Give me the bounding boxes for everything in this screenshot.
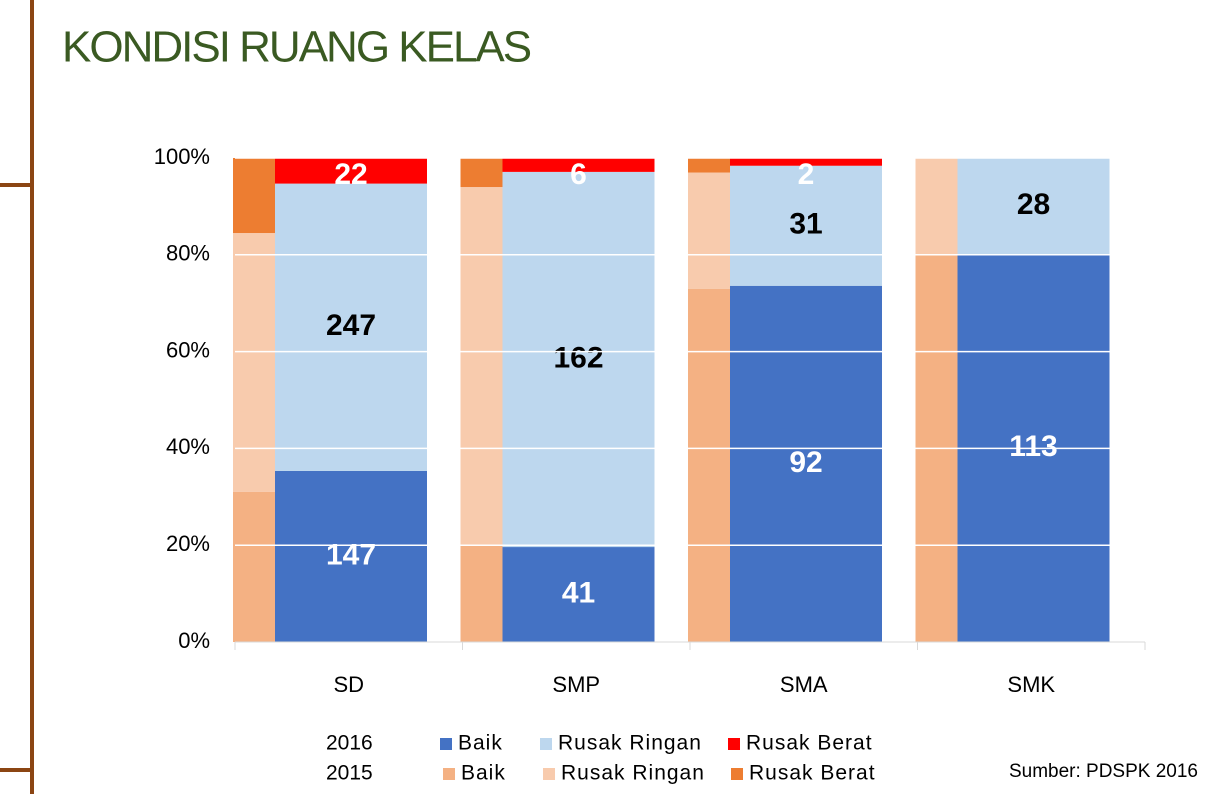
bar-segment	[233, 233, 275, 492]
legend-group: 2015	[326, 762, 373, 785]
bar-segment	[688, 158, 730, 173]
data-label: 247	[326, 309, 376, 342]
data-label: 28	[1017, 188, 1050, 221]
y-tick-label: 40%	[166, 434, 210, 459]
data-label: 2	[798, 158, 815, 191]
legend-label: Rusak Ringan	[558, 732, 702, 755]
bar-segment	[502, 171, 655, 548]
chart-title: KONDISI RUANG KELAS	[62, 23, 531, 72]
bar-segment	[502, 547, 655, 642]
source: Sumber: PDSPK 2016	[1009, 761, 1198, 782]
bar-segment	[688, 288, 730, 642]
legend-swatch	[731, 768, 743, 780]
y-tick-label: 100%	[154, 144, 210, 169]
bar-segment	[957, 158, 1110, 255]
bar-segment	[275, 158, 427, 184]
legend-swatch	[440, 738, 452, 750]
legend-swatch	[540, 738, 552, 750]
legend-label: Rusak Ringan	[561, 762, 705, 785]
bar-segment	[275, 470, 427, 642]
bar-segment	[233, 158, 275, 234]
bar-segment	[460, 545, 503, 642]
bar-segment	[688, 172, 730, 289]
data-label: 6	[570, 158, 587, 191]
x-tick-label: SD	[333, 672, 364, 697]
x-tick-label: SMA	[780, 672, 828, 697]
x-tick-label: SMK	[1007, 672, 1055, 697]
bar-segment	[730, 158, 882, 166]
data-label: 31	[789, 208, 822, 241]
bar-segment	[460, 187, 503, 546]
legend-group: 2016	[326, 732, 373, 755]
data-label: 113	[1009, 430, 1057, 463]
legend-label: Baik	[458, 732, 503, 755]
bar-segment	[502, 158, 655, 172]
data-label: 147	[326, 538, 376, 571]
legend-label: Rusak Berat	[749, 762, 876, 785]
bar-segment	[730, 285, 882, 642]
x-tick-label: SMP	[552, 672, 600, 697]
legend-swatch	[543, 768, 555, 780]
data-label: 22	[334, 158, 367, 191]
bar-segment	[275, 183, 427, 471]
y-tick-label: 20%	[166, 531, 210, 556]
y-tick-label: 80%	[166, 241, 210, 266]
bar-segment	[460, 158, 503, 188]
bar-segment	[233, 491, 275, 642]
y-tick-label: 60%	[166, 337, 210, 362]
bar-segment	[915, 158, 958, 255]
legend-swatch	[443, 768, 455, 780]
legend-label: Rusak Berat	[746, 732, 873, 755]
data-label: 92	[789, 446, 822, 479]
legend-label: Baik	[461, 762, 506, 785]
y-tick-label: 0%	[178, 628, 210, 653]
legend-swatch	[728, 738, 740, 750]
data-label: 162	[553, 341, 603, 374]
data-label: 41	[562, 576, 595, 609]
bar-segment	[730, 165, 882, 286]
